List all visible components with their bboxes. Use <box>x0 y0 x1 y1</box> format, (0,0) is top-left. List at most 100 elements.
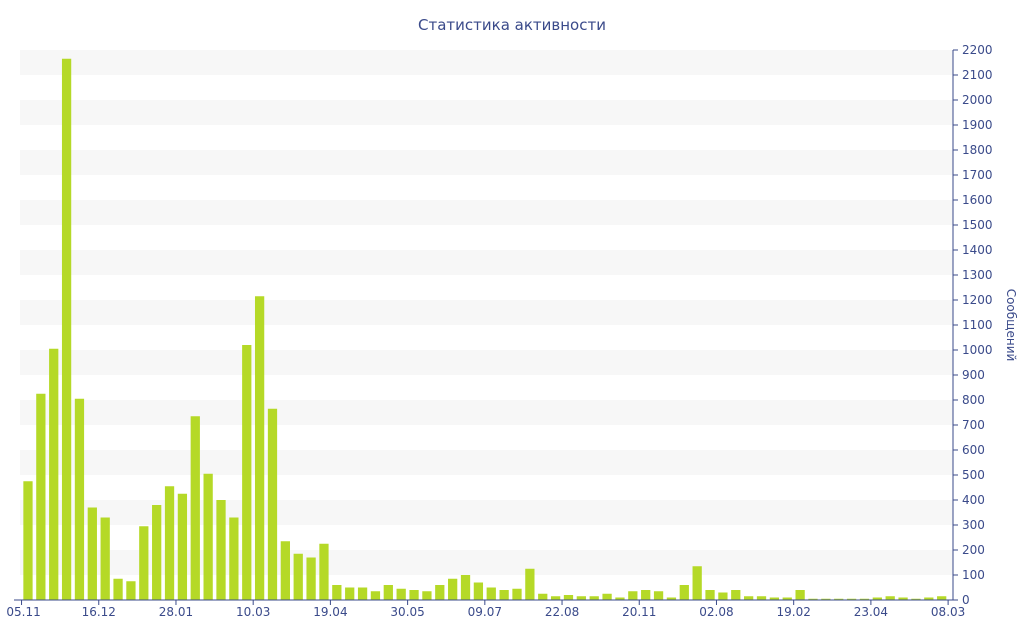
bar <box>280 541 290 600</box>
grid-band <box>20 350 953 375</box>
bar <box>61 58 72 600</box>
grid-band <box>20 200 953 225</box>
bar <box>486 587 496 600</box>
bar <box>756 596 767 600</box>
x-tick-label: 05.11 <box>6 605 40 619</box>
bar <box>846 598 857 600</box>
grid-band <box>20 100 953 125</box>
bar <box>795 590 805 600</box>
bar <box>744 596 754 600</box>
chart-title: Статистика активности <box>418 16 606 34</box>
y-tick-label: 1000 <box>962 343 993 357</box>
bar <box>563 595 574 600</box>
y-tick-label: 2000 <box>962 93 993 107</box>
bar <box>370 591 381 600</box>
y-tick-label: 0 <box>962 593 970 607</box>
bar <box>692 566 702 600</box>
x-tick-label: 10.03 <box>236 605 270 619</box>
x-tick-label: 30.05 <box>390 605 424 619</box>
bar <box>628 591 638 600</box>
bar <box>885 596 895 600</box>
bar <box>705 590 715 600</box>
grid-bands <box>20 50 953 575</box>
grid-band <box>20 300 953 325</box>
y-tick-label: 900 <box>962 368 985 382</box>
bar <box>589 596 599 600</box>
bar <box>177 493 188 600</box>
y-tick-label: 2100 <box>962 68 993 82</box>
bar <box>473 582 484 600</box>
bar <box>409 590 419 600</box>
bar <box>718 592 728 600</box>
bar <box>422 591 432 600</box>
bar <box>242 345 252 600</box>
bar <box>834 598 844 600</box>
y-tick-label: 600 <box>962 443 985 457</box>
bar <box>460 575 471 600</box>
y-tick-label: 300 <box>962 518 985 532</box>
bar <box>152 505 162 600</box>
bar <box>808 598 818 600</box>
y-tick-label: 700 <box>962 418 985 432</box>
y-axis: 0 100 200 300 400 500 600 700 800 900 1000 1100 1200… <box>952 43 993 607</box>
grid-band <box>20 500 953 525</box>
bar <box>254 296 265 600</box>
y-tick-label: 1400 <box>962 243 993 257</box>
x-tick-label: 28.01 <box>159 605 193 619</box>
bar <box>731 590 741 600</box>
y-tick-label: 500 <box>962 468 985 482</box>
bar <box>216 500 226 600</box>
bar <box>100 517 110 600</box>
x-tick-label: 08.03 <box>931 605 965 619</box>
bar <box>87 507 97 600</box>
bar <box>499 590 509 600</box>
bar <box>319 543 329 600</box>
x-tick-label: 16.12 <box>82 605 116 619</box>
bar <box>229 517 239 600</box>
bar <box>332 585 342 600</box>
bar <box>937 596 947 600</box>
y-tick-label: 100 <box>962 568 985 582</box>
y-tick-label: 2200 <box>962 43 993 57</box>
x-tick-label: 20.11 <box>622 605 656 619</box>
bar <box>396 588 406 600</box>
bar <box>666 597 677 600</box>
x-tick-label: 09.07 <box>468 605 502 619</box>
bar <box>435 585 445 600</box>
bar <box>345 587 355 600</box>
bar <box>898 597 908 600</box>
bar <box>911 598 921 600</box>
bar <box>23 481 33 600</box>
bar <box>190 416 200 600</box>
bar <box>164 486 175 600</box>
bar <box>36 393 46 600</box>
bar <box>576 596 586 600</box>
y-tick-label: 1800 <box>962 143 993 157</box>
y-tick-label: 200 <box>962 543 985 557</box>
bar <box>641 590 651 600</box>
bar <box>821 598 831 600</box>
x-tick-label: 02.08 <box>699 605 733 619</box>
x-tick-label: 23.04 <box>854 605 888 619</box>
bar <box>357 587 368 600</box>
bar <box>49 348 59 600</box>
bar <box>602 593 612 600</box>
bar <box>872 597 882 600</box>
bar <box>512 588 522 600</box>
y-tick-label: 1600 <box>962 193 993 207</box>
bar <box>74 398 85 600</box>
bar-series <box>23 58 947 600</box>
grid-band <box>20 150 953 175</box>
y-tick-label: 1900 <box>962 118 993 132</box>
grid-band <box>20 550 953 575</box>
bar <box>782 597 792 600</box>
y-tick-label: 1200 <box>962 293 993 307</box>
bar <box>859 598 870 600</box>
bar <box>383 585 393 600</box>
x-tick-label: 19.04 <box>313 605 347 619</box>
bar <box>448 578 458 600</box>
bar <box>525 568 535 600</box>
y-tick-label: 400 <box>962 493 985 507</box>
grid-band <box>20 400 953 425</box>
